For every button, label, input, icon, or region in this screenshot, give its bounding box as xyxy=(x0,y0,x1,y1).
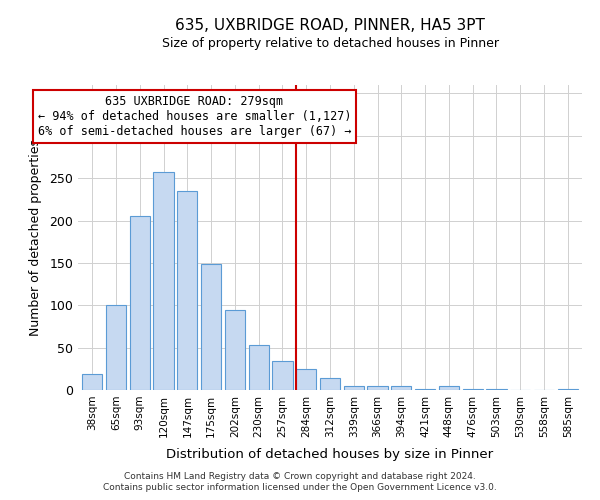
Bar xyxy=(344,386,364,390)
X-axis label: Distribution of detached houses by size in Pinner: Distribution of detached houses by size … xyxy=(166,448,494,461)
Bar xyxy=(130,216,150,390)
Bar xyxy=(248,345,269,390)
Bar xyxy=(367,386,388,390)
Text: 635, UXBRIDGE ROAD, PINNER, HA5 3PT: 635, UXBRIDGE ROAD, PINNER, HA5 3PT xyxy=(175,18,485,32)
Bar xyxy=(296,369,316,390)
Y-axis label: Number of detached properties: Number of detached properties xyxy=(29,139,43,336)
Text: Size of property relative to detached houses in Pinner: Size of property relative to detached ho… xyxy=(161,38,499,51)
Bar xyxy=(557,389,578,390)
Text: 635 UXBRIDGE ROAD: 279sqm
← 94% of detached houses are smaller (1,127)
6% of sem: 635 UXBRIDGE ROAD: 279sqm ← 94% of detac… xyxy=(38,95,351,138)
Bar xyxy=(225,310,245,390)
Text: Contains HM Land Registry data © Crown copyright and database right 2024.: Contains HM Land Registry data © Crown c… xyxy=(124,472,476,481)
Bar xyxy=(82,374,103,390)
Bar xyxy=(106,306,126,390)
Text: Contains public sector information licensed under the Open Government Licence v3: Contains public sector information licen… xyxy=(103,484,497,492)
Bar xyxy=(463,389,483,390)
Bar xyxy=(154,172,173,390)
Bar xyxy=(201,264,221,390)
Bar xyxy=(320,378,340,390)
Bar xyxy=(487,389,506,390)
Bar xyxy=(439,386,459,390)
Bar xyxy=(272,361,293,390)
Bar xyxy=(391,386,412,390)
Bar xyxy=(177,191,197,390)
Bar xyxy=(415,389,435,390)
